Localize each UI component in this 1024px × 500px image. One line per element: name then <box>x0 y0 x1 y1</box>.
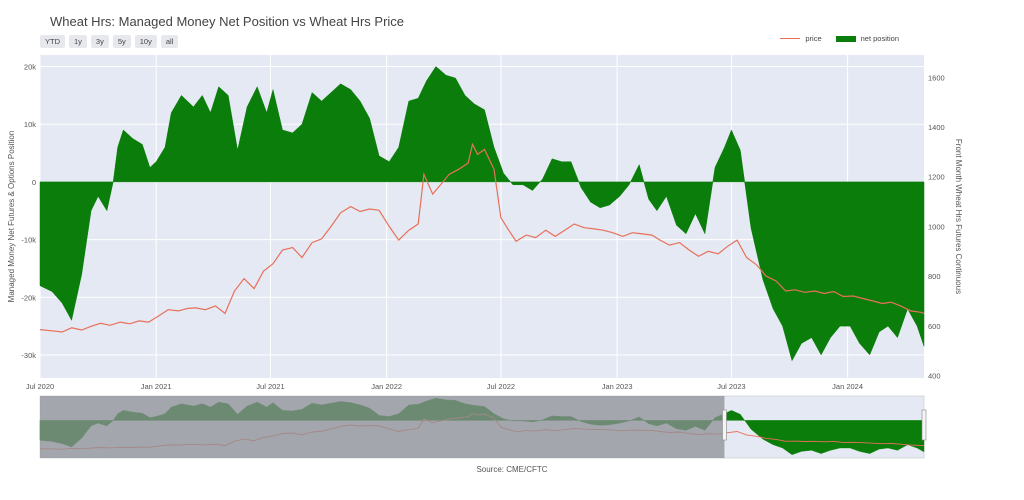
x-tick-label: Jan 2021 <box>141 382 172 391</box>
y-left-tick-label: -10k <box>21 236 36 245</box>
range-button-5y[interactable]: 5y <box>112 35 131 48</box>
y-left-tick-label: -30k <box>21 351 36 360</box>
x-tick-label: Jul 2020 <box>26 382 54 391</box>
y-right-tick-label: 1200 <box>928 173 945 182</box>
y-right-tick-label: 600 <box>928 322 941 331</box>
range-button-ytd[interactable]: YTD <box>40 35 65 48</box>
y-right-axis-title: Front Month Wheat Hrs Futures Continuous <box>954 139 963 294</box>
series-net-position-area <box>39 66 925 362</box>
legend-item-price[interactable]: price <box>780 34 822 43</box>
x-tick-label: Jan 2022 <box>371 382 402 391</box>
legend-net-swatch <box>835 35 856 42</box>
y-right-tick-label: 1400 <box>928 123 945 132</box>
range-button-1y[interactable]: 1y <box>69 35 87 48</box>
legend-price-swatch <box>780 38 801 39</box>
y-left-tick-label: 0 <box>32 178 36 187</box>
rangeslider-handle-right[interactable] <box>921 409 927 441</box>
x-tick-label: Jul 2023 <box>717 382 745 391</box>
source-note: Source: CME/CFTC <box>476 465 548 474</box>
rangeslider-mask <box>40 396 725 458</box>
range-button-3y[interactable]: 3y <box>90 35 109 48</box>
legend-net-label: net position <box>860 34 899 43</box>
legend: price net position <box>780 34 899 43</box>
range-button-10y[interactable]: 10y <box>134 35 157 48</box>
y-left-tick-label: 10k <box>24 120 36 129</box>
legend-item-net-position[interactable]: net position <box>835 34 899 43</box>
x-tick-label: Jan 2023 <box>602 382 633 391</box>
legend-price-label: price <box>805 34 822 43</box>
y-left-tick-label: -20k <box>21 293 36 302</box>
y-right-tick-label: 1600 <box>928 73 945 82</box>
x-tick-label: Jan 2024 <box>832 382 863 391</box>
range-selector: YTD 1y 3y 5y 10y all <box>40 35 179 48</box>
range-button-all[interactable]: all <box>160 35 179 48</box>
y-right-tick-label: 1000 <box>928 222 945 231</box>
series-price-line <box>39 142 925 333</box>
y-right-tick-label: 800 <box>928 272 941 281</box>
x-tick-label: Jul 2021 <box>256 382 284 391</box>
x-tick-label: Jul 2022 <box>487 382 515 391</box>
y-right-tick-label: 400 <box>928 372 941 381</box>
y-left-tick-label: 20k <box>24 63 36 72</box>
chart-title: Wheat Hrs: Managed Money Net Position vs… <box>50 14 405 29</box>
y-left-axis-title: Managed Money Net Futures & Options Posi… <box>7 131 16 303</box>
rangeslider-handle-left[interactable] <box>722 409 727 441</box>
